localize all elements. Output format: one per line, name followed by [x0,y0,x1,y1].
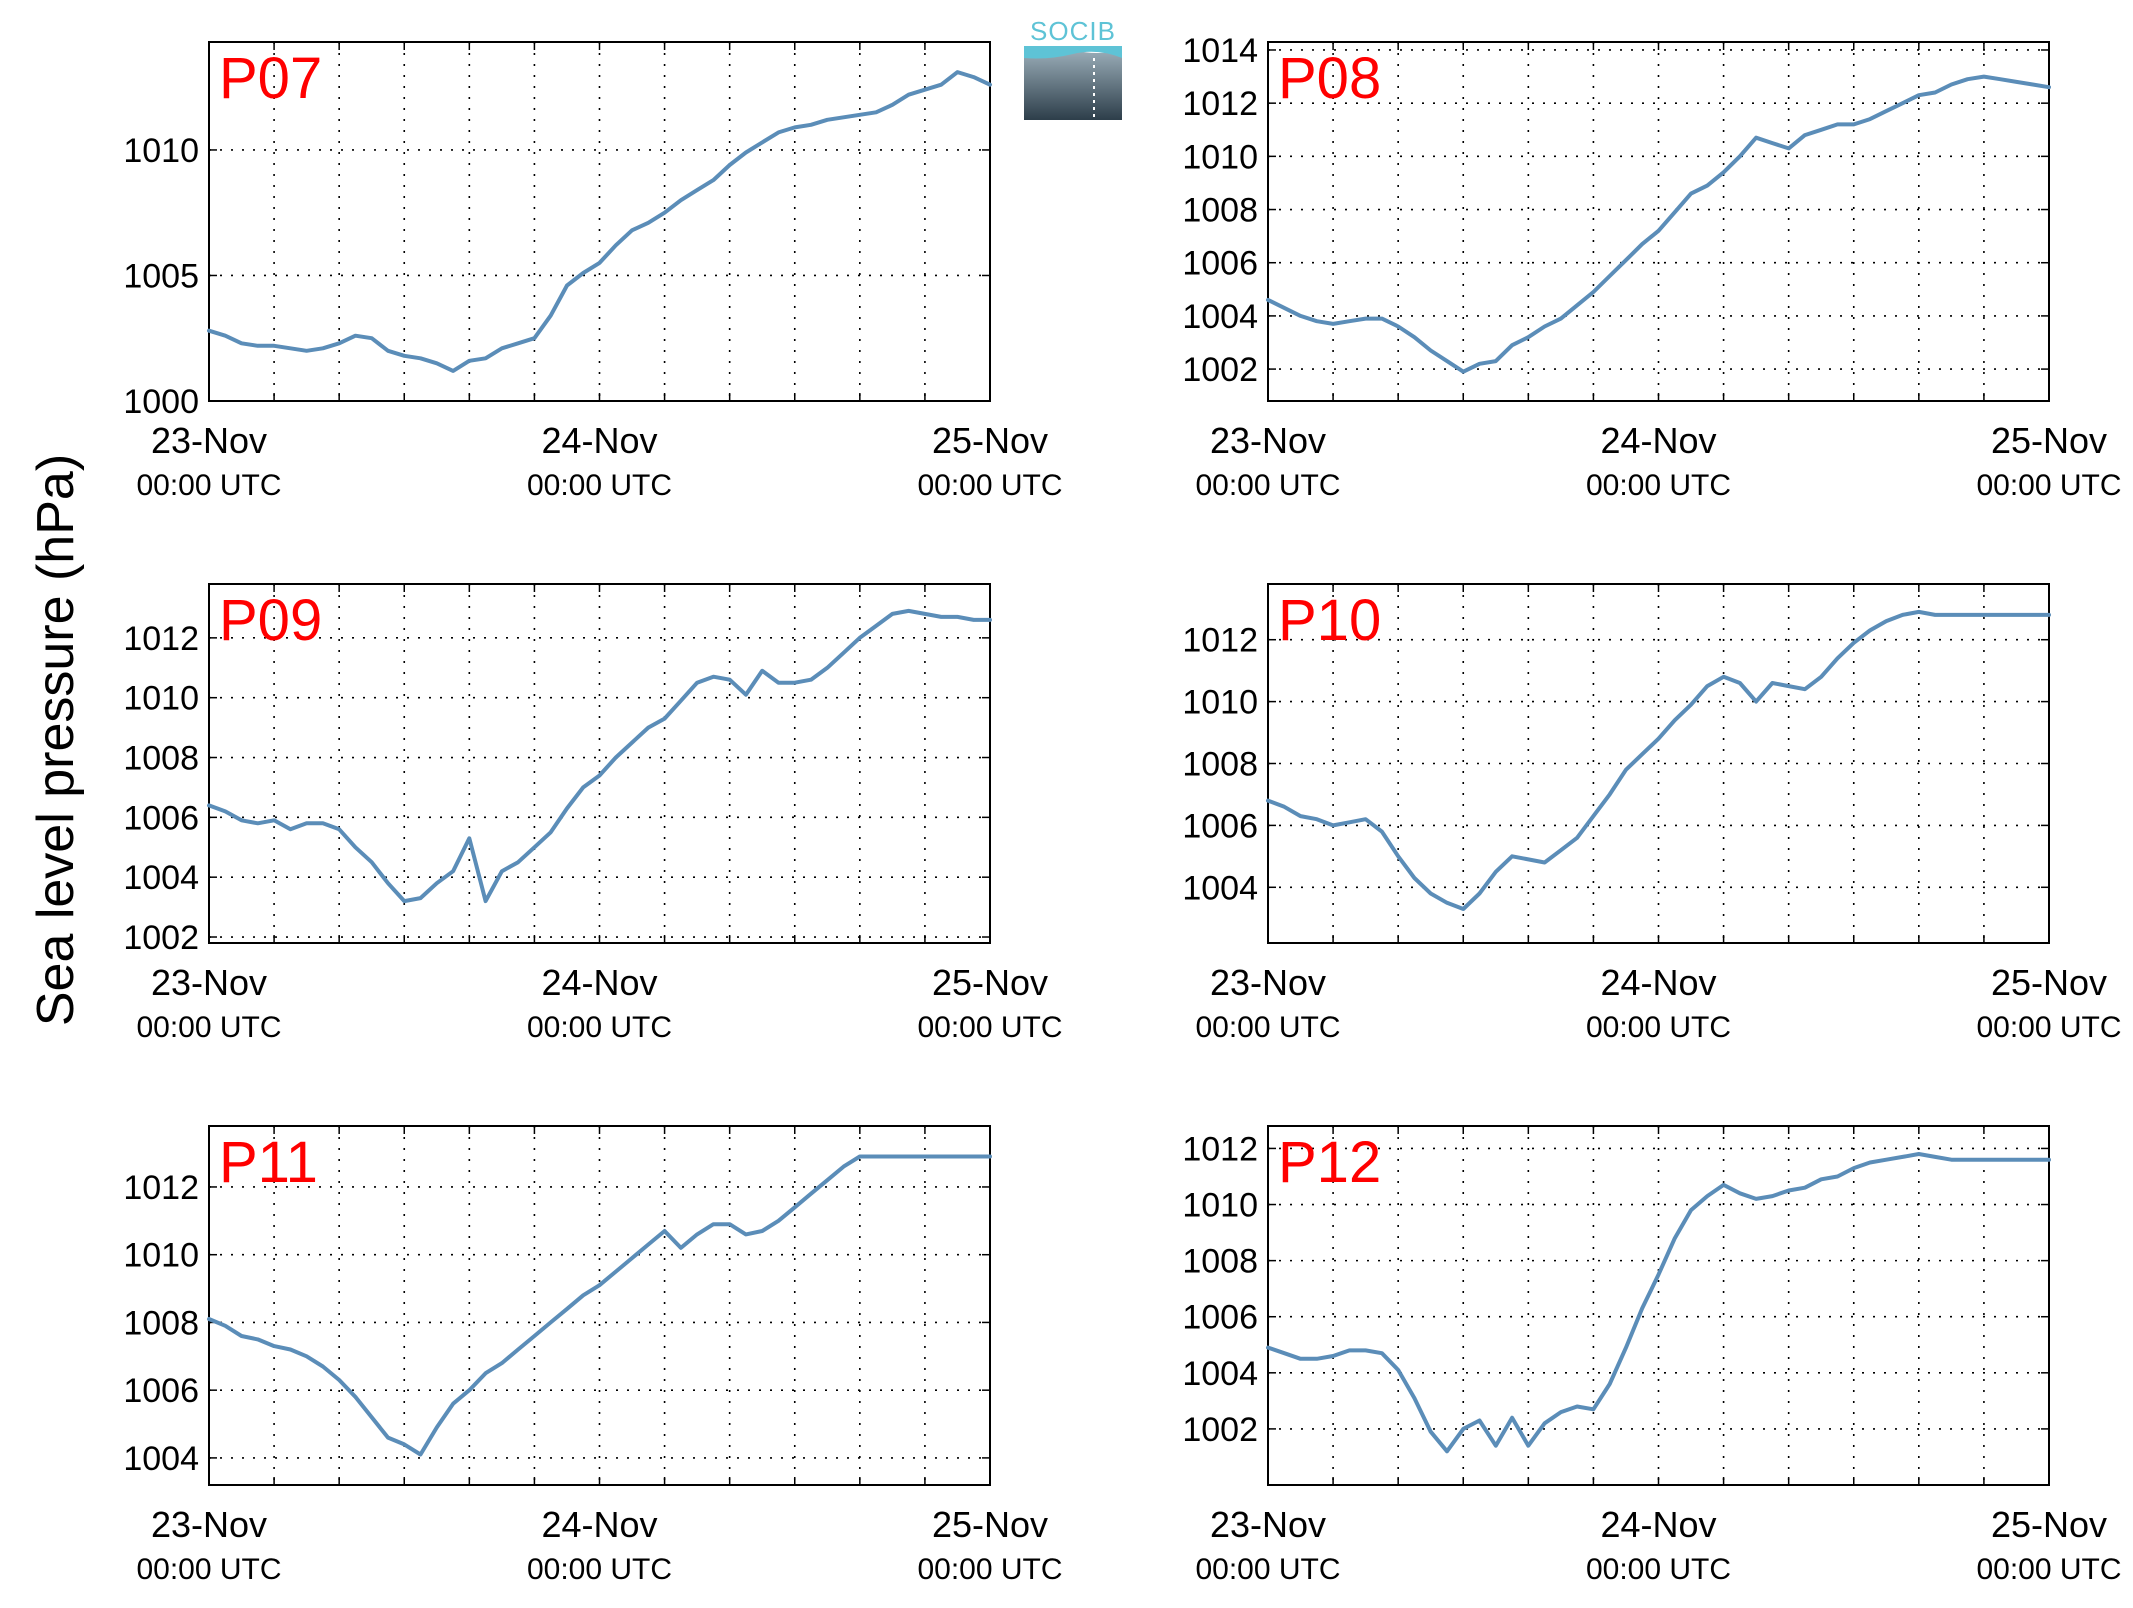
y-axis-label: Sea level pressure (hPa) [27,453,85,1027]
y-tick-label: 1004 [1182,1355,1258,1393]
x-tick-label: 24-Nov [1600,1504,1716,1545]
x-tick-sublabel: 00:00 UTC [1976,1011,2121,1044]
y-tick-label: 1004 [1182,298,1258,336]
y-tick-label: 1012 [1182,622,1258,660]
x-tick-sublabel: 00:00 UTC [1195,1011,1340,1044]
x-tick-sublabel: 00:00 UTC [1976,1553,2121,1586]
y-tick-label: 1008 [1182,746,1258,784]
pressure-series-line [207,608,992,904]
axes-box [208,583,991,944]
y-tick-label: 1004 [1182,869,1258,907]
x-tick-label: 23-Nov [151,1504,267,1545]
y-tick-label: 1002 [123,919,199,957]
panel-p10: 1004 1006 1008 1010 1012 23-Nov 00:00 UTC 24-No… [1182,583,2122,1044]
y-tick-label: 1012 [1182,1130,1258,1168]
x-tick-sublabel: 00:00 UTC [917,469,1062,502]
pressure-series-line [207,1154,992,1457]
x-tick-label: 23-Nov [1210,420,1326,461]
panel-label: P10 [1278,588,1381,653]
axes-box [208,1125,991,1486]
y-tick-label: 1012 [123,620,199,658]
x-tick-label: 24-Nov [1600,420,1716,461]
x-tick-label: 23-Nov [1210,1504,1326,1545]
y-tick-label: 1010 [123,132,199,170]
x-tick-label: 25-Nov [932,1504,1048,1545]
x-tick-sublabel: 00:00 UTC [136,1011,281,1044]
y-tick-label: 1002 [1182,1411,1258,1449]
pressure-series-line [1266,1152,2051,1454]
socib-logo: SOCIB [1024,14,1122,120]
panel-p12: 1002 1004 1006 1008 1010 1012 23-Nov 00:00 UTC 2… [1182,1125,2122,1586]
y-tick-label: 1012 [1182,85,1258,123]
x-tick-sublabel: 00:00 UTC [917,1011,1062,1044]
x-tick-sublabel: 00:00 UTC [527,1011,672,1044]
x-tick-label: 24-Nov [1600,962,1716,1003]
pressure-series-line [207,70,992,373]
y-tick-label: 1002 [1182,351,1258,389]
x-tick-label: 24-Nov [541,420,657,461]
y-tick-label: 1014 [1182,32,1258,70]
x-tick-sublabel: 00:00 UTC [1976,469,2121,502]
y-tick-label: 1010 [123,680,199,718]
y-tick-label: 1008 [1182,192,1258,230]
y-tick-label: 1010 [1182,684,1258,722]
x-tick-sublabel: 00:00 UTC [1195,1553,1340,1586]
x-tick-sublabel: 00:00 UTC [1195,469,1340,502]
y-tick-label: 1005 [123,257,199,295]
x-tick-label: 25-Nov [1991,420,2107,461]
x-tick-label: 25-Nov [1991,1504,2107,1545]
pressure-series-line [1266,74,2051,374]
y-tick-label: 1008 [123,740,199,778]
panel-p09: 1002 1004 1006 1008 1010 1012 23-Nov 00:00 UTC 2… [123,583,1063,1044]
x-tick-sublabel: 00:00 UTC [1586,469,1731,502]
panel-label: P11 [219,1130,318,1195]
x-tick-label: 23-Nov [1210,962,1326,1003]
y-tick-label: 1006 [123,1372,199,1410]
panel-label: P12 [1278,1130,1381,1195]
y-tick-label: 1006 [1182,807,1258,845]
axes-box [1267,1125,2050,1486]
x-tick-sublabel: 00:00 UTC [917,1553,1062,1586]
x-tick-sublabel: 00:00 UTC [527,1553,672,1586]
panel-label: P08 [1278,46,1381,111]
logo-text: SOCIB [1030,16,1116,46]
x-tick-label: 25-Nov [1991,962,2107,1003]
x-tick-sublabel: 00:00 UTC [527,469,672,502]
panel-p11: 1004 1006 1008 1010 1012 23-Nov 00:00 UTC 24-No… [123,1125,1063,1586]
x-tick-sublabel: 00:00 UTC [1586,1553,1731,1586]
axes-box [1267,583,2050,944]
x-tick-sublabel: 00:00 UTC [136,1553,281,1586]
x-tick-sublabel: 00:00 UTC [136,469,281,502]
y-tick-label: 1004 [123,859,199,897]
y-tick-label: 1006 [1182,1299,1258,1337]
y-tick-label: 1012 [123,1169,199,1207]
y-tick-label: 1008 [1182,1243,1258,1281]
x-tick-label: 23-Nov [151,962,267,1003]
panel-label: P07 [219,46,322,111]
x-tick-label: 25-Nov [932,420,1048,461]
y-tick-label: 1010 [1182,1187,1258,1225]
axes-box [208,41,991,402]
y-tick-label: 1006 [1182,245,1258,283]
y-tick-label: 1010 [123,1237,199,1275]
x-tick-sublabel: 00:00 UTC [1586,1011,1731,1044]
x-tick-label: 25-Nov [932,962,1048,1003]
x-tick-label: 24-Nov [541,1504,657,1545]
axes-box [1267,41,2050,402]
y-tick-label: 1006 [123,799,199,837]
y-tick-label: 1010 [1182,138,1258,176]
panel-label: P09 [219,588,322,653]
pressure-series-line [1266,609,2051,911]
y-tick-label: 1004 [123,1440,199,1478]
y-tick-label: 1000 [123,383,199,421]
x-tick-label: 24-Nov [541,962,657,1003]
y-tick-label: 1008 [123,1304,199,1342]
x-tick-label: 23-Nov [151,420,267,461]
panel-p07: 1000 1005 1010 23-Nov 00:00 UTC 24-Nov 00:00 U… [123,41,1063,502]
panel-p08: 1002 1004 1006 1008 1010 1012 1014 23-Nov 00:00 … [1182,32,2121,502]
